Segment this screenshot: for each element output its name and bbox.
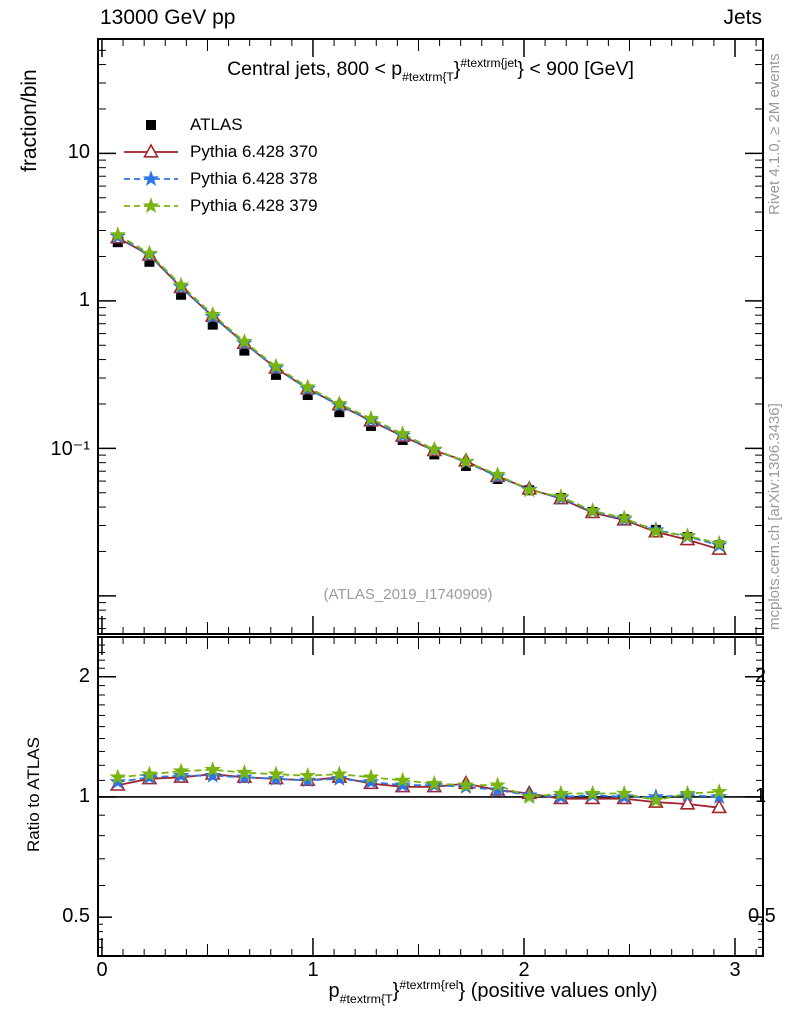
legend-item-pythia-370: Pythia 6.428 370 — [122, 138, 318, 165]
ratio-y-tick-0p5-right: 0.5 — [748, 905, 776, 927]
legend-item-pythia-378: Pythia 6.428 378 — [122, 165, 318, 192]
main-plot-panel — [97, 38, 764, 635]
rivet-version-caption: Rivet 4.1.0, ≥ 2M events — [766, 53, 783, 215]
ratio-y-tick-1-left: 1 — [78, 785, 90, 807]
atlas-square-icon — [146, 119, 156, 130]
ratio-y-tick-2-right: 2 — [755, 665, 767, 687]
ratio-y-tick-0p5-left: 0.5 — [62, 905, 90, 927]
legend-label: Pythia 6.428 370 — [190, 141, 318, 161]
ratio-y-tick-1-right: 1 — [755, 785, 767, 807]
x-tick-1: 1 — [307, 959, 319, 981]
legend: ATLAS Pythia 6.428 370 Pythia 6.428 378 … — [122, 111, 318, 219]
legend-label: Pythia 6.428 378 — [190, 168, 318, 188]
plot-title: Central jets, 800 < p#textrm{T}#textrm{j… — [227, 56, 634, 84]
green-star-line-icon — [124, 196, 178, 213]
analysis-type-label: Jets — [723, 6, 762, 29]
x-tick-0: 0 — [96, 959, 108, 981]
legend-item-atlas: ATLAS — [122, 111, 318, 138]
blue-star-line-icon — [124, 169, 178, 186]
x-tick-2: 2 — [518, 959, 530, 981]
legend-label: ATLAS — [190, 114, 243, 134]
main-plot — [99, 40, 762, 633]
beam-energy-label: 13000 GeV pp — [100, 6, 236, 29]
triangle-line-icon — [124, 142, 178, 158]
x-tick-3: 3 — [729, 959, 741, 981]
legend-label: Pythia 6.428 379 — [190, 195, 318, 215]
analysis-id-watermark: (ATLAS_2019_I1740909) — [323, 586, 493, 603]
main-y-tick-10: 10 — [67, 141, 90, 163]
ratio-y-tick-2-left: 2 — [78, 665, 90, 687]
ratio-plot — [99, 638, 762, 955]
ratio-plot-panel — [97, 636, 764, 957]
x-axis-title: p#textrm{T}#textrm{rel} (positive values… — [328, 978, 658, 1007]
main-y-tick-0p1: 10⁻¹ — [50, 438, 90, 460]
main-y-tick-1: 1 — [78, 289, 90, 311]
mcplots-caption: mcplots.cern.ch [arXiv:1306.3436] — [766, 403, 783, 630]
legend-item-pythia-379: Pythia 6.428 379 — [122, 192, 318, 219]
